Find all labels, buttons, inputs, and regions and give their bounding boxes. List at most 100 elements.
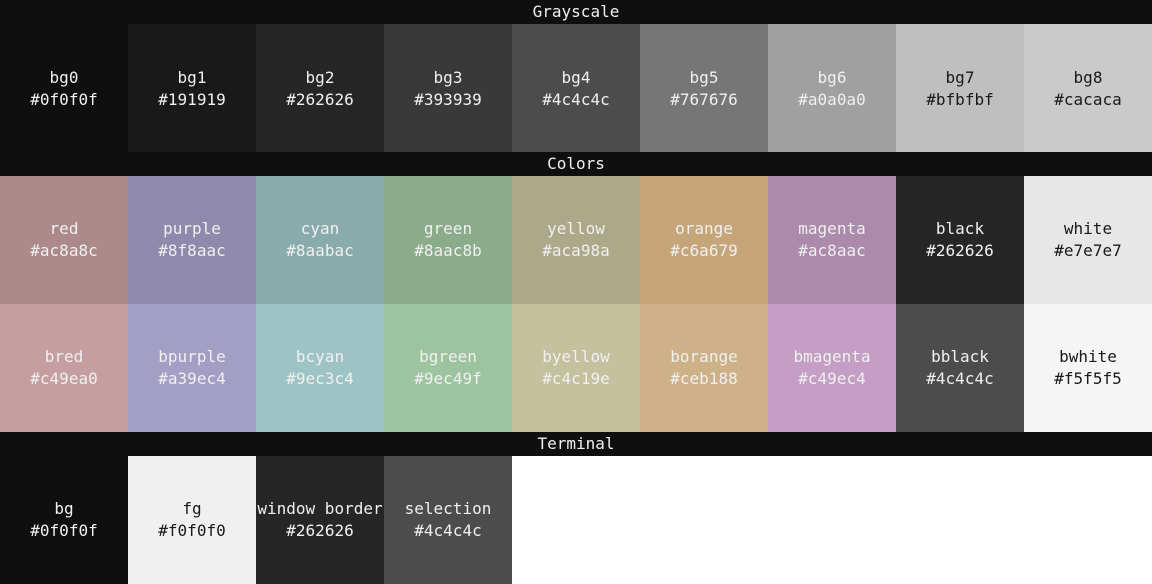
swatch-name: bred — [44, 347, 84, 366]
swatch-name: bgreen — [419, 347, 477, 366]
swatch-name: bg0 — [49, 68, 79, 87]
swatch-hex: #c6a679 — [670, 241, 738, 260]
swatch-hex: #e7e7e7 — [1054, 241, 1122, 260]
swatch-orange: orange #c6a679 — [640, 176, 768, 304]
swatch-hex: #4c4c4c — [414, 521, 482, 540]
swatch-hex: #9ec3c4 — [286, 369, 354, 388]
swatch-bpurple: bpurple #a39ec4 — [128, 304, 256, 432]
swatch-hex: #767676 — [670, 90, 738, 109]
swatch-hex: #f5f5f5 — [1054, 369, 1122, 388]
swatch-bg5: bg5 #767676 — [640, 24, 768, 152]
swatch-hex: #9ec49f — [414, 369, 482, 388]
swatch-name: bg7 — [945, 68, 975, 87]
swatch-bg4: bg4 #4c4c4c — [512, 24, 640, 152]
empty-area — [512, 456, 1152, 584]
swatch-cyan: cyan #8aabac — [256, 176, 384, 304]
terminal-header: Terminal — [0, 432, 1152, 456]
swatch-bgreen: bgreen #9ec49f — [384, 304, 512, 432]
swatch-hex: #cacaca — [1054, 90, 1122, 109]
swatch-name: yellow — [547, 219, 605, 238]
swatch-hex: #ac8aac — [798, 241, 866, 260]
swatch-name: red — [49, 219, 79, 238]
swatch-selection: selection #4c4c4c — [384, 456, 512, 584]
swatch-hex: #4c4c4c — [926, 369, 994, 388]
swatch-bg0: bg0 #0f0f0f — [0, 24, 128, 152]
swatch-name: bg6 — [817, 68, 847, 87]
swatch-name: purple — [163, 219, 221, 238]
swatch-name: magenta — [798, 219, 866, 238]
swatch-red: red #ac8a8c — [0, 176, 128, 304]
swatch-bg2: bg2 #262626 — [256, 24, 384, 152]
swatch-white: white #e7e7e7 — [1024, 176, 1152, 304]
swatch-name: bpurple — [158, 347, 226, 366]
swatch-bcyan: bcyan #9ec3c4 — [256, 304, 384, 432]
swatch-terminal-fg: fg #f0f0f0 — [128, 456, 256, 584]
colors-normal-row: red #ac8a8c purple #8f8aac cyan #8aabac gre… — [0, 176, 1152, 304]
swatch-name: black — [935, 219, 985, 238]
swatch-hex: #c49ec4 — [798, 369, 866, 388]
swatch-name: bg2 — [305, 68, 335, 87]
swatch-hex: #8aabac — [286, 241, 354, 260]
swatch-hex: #8f8aac — [158, 241, 226, 260]
swatch-name: borange — [670, 347, 738, 366]
swatch-hex: #0f0f0f — [30, 521, 98, 540]
swatch-bg6: bg6 #a0a0a0 — [768, 24, 896, 152]
swatch-bg1: bg1 #191919 — [128, 24, 256, 152]
grayscale-row: bg0 #0f0f0f bg1 #191919 bg2 #262626 bg3 #393… — [0, 24, 1152, 152]
swatch-name: cyan — [300, 219, 340, 238]
swatch-hex: #4c4c4c — [542, 90, 610, 109]
swatch-hex: #8aac8b — [414, 241, 482, 260]
swatch-hex: #c49ea0 — [30, 369, 98, 388]
swatch-black: black #262626 — [896, 176, 1024, 304]
swatch-bmagenta: bmagenta #c49ec4 — [768, 304, 896, 432]
swatch-name: orange — [675, 219, 733, 238]
swatch-name: fg — [182, 499, 202, 518]
swatch-byellow: byellow #c4c19e — [512, 304, 640, 432]
swatch-purple: purple #8f8aac — [128, 176, 256, 304]
swatch-terminal-bg: bg #0f0f0f — [0, 456, 128, 584]
swatch-hex: #aca98a — [542, 241, 610, 260]
swatch-hex: #262626 — [926, 241, 994, 260]
swatch-name: green — [423, 219, 473, 238]
swatch-hex: #262626 — [286, 90, 354, 109]
swatch-green: green #8aac8b — [384, 176, 512, 304]
swatch-hex: #393939 — [414, 90, 482, 109]
swatch-name: bg8 — [1073, 68, 1103, 87]
swatch-bg3: bg3 #393939 — [384, 24, 512, 152]
swatch-name: bblack — [931, 347, 989, 366]
swatch-hex: #ac8a8c — [30, 241, 98, 260]
swatch-hex: #a0a0a0 — [798, 90, 866, 109]
swatch-name: bg — [54, 499, 74, 518]
swatch-name: bg1 — [177, 68, 207, 87]
swatch-bred: bred #c49ea0 — [0, 304, 128, 432]
swatch-hex: #0f0f0f — [30, 90, 98, 109]
swatch-hex: #262626 — [286, 521, 354, 540]
swatch-magenta: magenta #ac8aac — [768, 176, 896, 304]
swatch-name: bg5 — [689, 68, 719, 87]
colors-bright-row: bred #c49ea0 bpurple #a39ec4 bcyan #9ec3c4 … — [0, 304, 1152, 432]
swatch-hex: #f0f0f0 — [158, 521, 226, 540]
swatch-bg7: bg7 #bfbfbf — [896, 24, 1024, 152]
swatch-name: bcyan — [295, 347, 345, 366]
swatch-bblack: bblack #4c4c4c — [896, 304, 1024, 432]
swatch-hex: #a39ec4 — [158, 369, 226, 388]
terminal-row: bg #0f0f0f fg #f0f0f0 window border #262626… — [0, 456, 1152, 584]
swatch-yellow: yellow #aca98a — [512, 176, 640, 304]
swatch-name: selection — [404, 499, 492, 518]
swatch-name: bmagenta — [793, 347, 871, 366]
swatch-name: byellow — [542, 347, 610, 366]
colors-header: Colors — [0, 152, 1152, 176]
swatch-hex: #bfbfbf — [926, 90, 994, 109]
swatch-bwhite: bwhite #f5f5f5 — [1024, 304, 1152, 432]
swatch-hex: #191919 — [158, 90, 226, 109]
swatch-hex: #ceb188 — [670, 369, 738, 388]
swatch-bg8: bg8 #cacaca — [1024, 24, 1152, 152]
grayscale-header: Grayscale — [0, 0, 1152, 24]
swatch-window-border: window border #262626 — [256, 456, 384, 584]
swatch-hex: #c4c19e — [542, 369, 610, 388]
swatch-borange: borange #ceb188 — [640, 304, 768, 432]
swatch-name: white — [1063, 219, 1113, 238]
swatch-name: bg3 — [433, 68, 463, 87]
swatch-name: bwhite — [1059, 347, 1117, 366]
